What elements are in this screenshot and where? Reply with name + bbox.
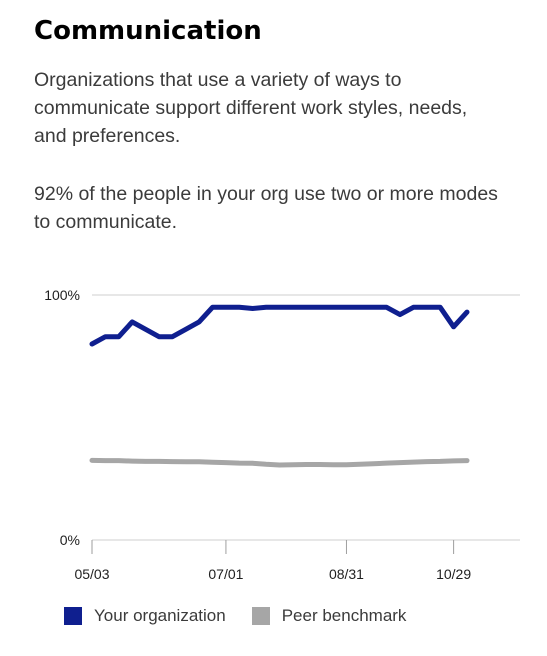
x-tick-label: 08/31 <box>329 566 364 582</box>
x-tick-label: 07/01 <box>208 566 243 582</box>
y-tick-label: 100% <box>44 287 80 303</box>
legend-swatch-your-organization <box>64 607 82 625</box>
stat-summary: 92% of the people in your org use two or… <box>34 183 498 233</box>
legend-item-peer-benchmark: Peer benchmark <box>251 606 407 626</box>
y-tick-label: 0% <box>60 532 80 548</box>
legend-item-your-organization: Your organization <box>64 606 226 626</box>
x-tick-label: 10/29 <box>436 566 471 582</box>
line-chart: 100% 0% 05/03 07/01 08/31 10/29 <box>44 287 520 582</box>
legend-label-your-organization: Your organization <box>94 606 226 625</box>
legend-swatch-peer-benchmark <box>251 607 270 625</box>
series-line-peer-benchmark <box>89 457 470 468</box>
x-tick-label: 05/03 <box>74 566 109 582</box>
series-line-your-organization <box>89 304 470 347</box>
page-title: Communication <box>34 16 262 46</box>
legend-label-peer-benchmark: Peer benchmark <box>281 606 407 625</box>
description-text: Organizations that use a variety of ways… <box>34 69 468 147</box>
chart-legend: Your organization Peer benchmark <box>64 604 432 628</box>
